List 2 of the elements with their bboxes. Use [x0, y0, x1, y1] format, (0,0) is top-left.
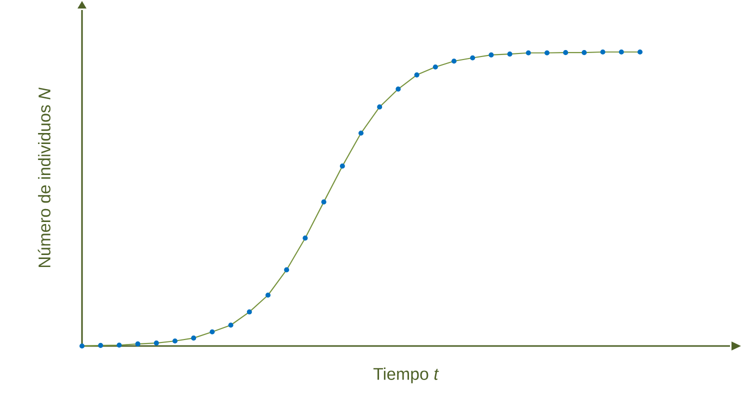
x-axis-title: Tiempo t [373, 368, 439, 384]
y-axis-title: Número de individuos N [38, 88, 50, 267]
